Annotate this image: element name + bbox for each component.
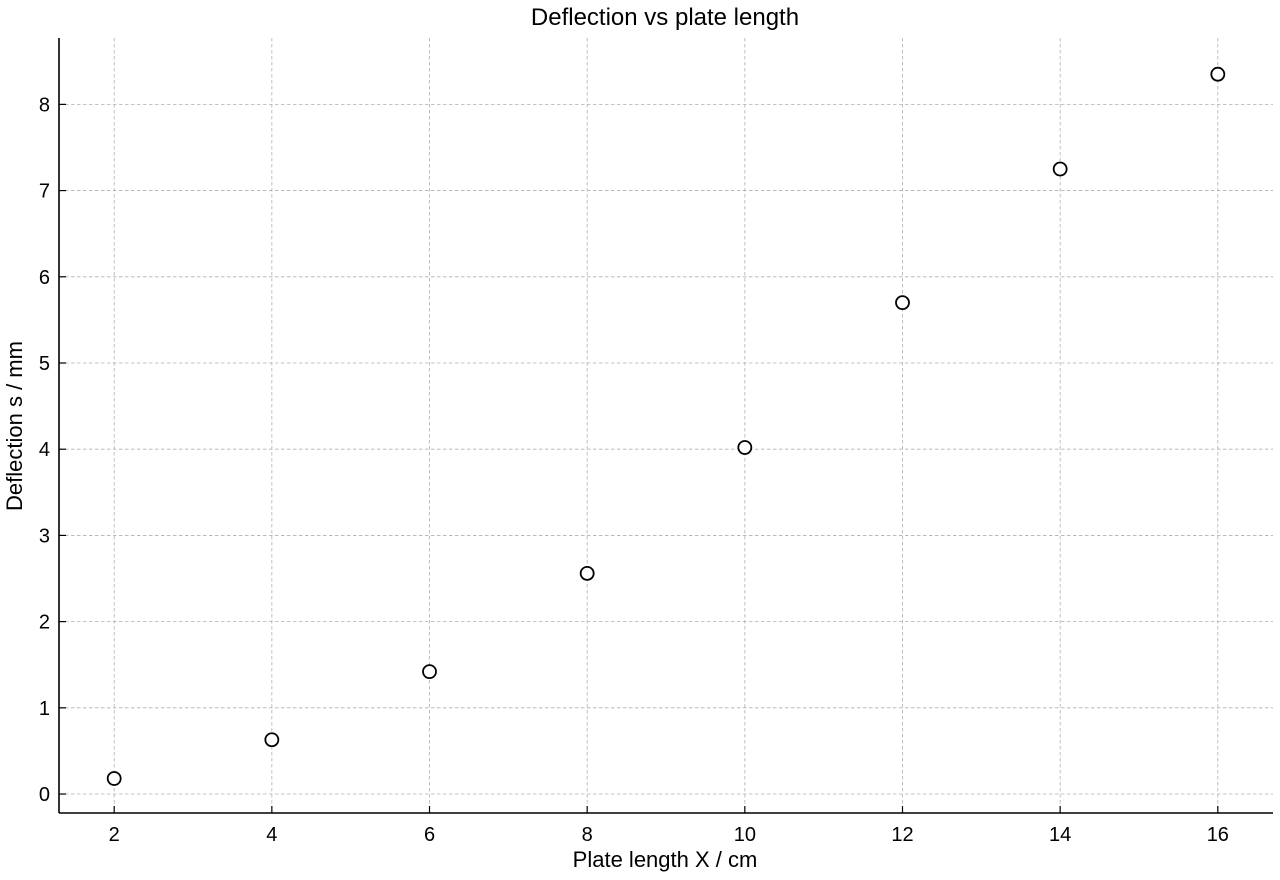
y-axis-title: Deflection s / mm [2, 341, 27, 511]
data-point [106, 771, 122, 786]
data-point [579, 565, 595, 581]
x-tick-label: 2 [109, 824, 120, 846]
y-tick-label: 1 [39, 698, 50, 720]
data-point [264, 732, 280, 748]
y-tick-label: 2 [39, 612, 50, 634]
x-tick-label: 4 [266, 824, 277, 846]
data-points [106, 66, 1226, 786]
x-tick-label: 10 [734, 824, 756, 846]
axes [58, 38, 1273, 814]
y-tick-label: 4 [39, 439, 50, 461]
x-tick-label: 16 [1207, 824, 1229, 846]
chart-title: Deflection vs plate length [531, 4, 799, 31]
data-point [895, 295, 910, 311]
y-tick-label: 8 [39, 94, 50, 116]
x-tick-label: 6 [424, 824, 435, 846]
y-tick-label: 6 [39, 267, 50, 289]
grid-lines [59, 38, 1273, 813]
x-axis-title: Plate length X / cm [573, 847, 758, 872]
y-tick-label: 5 [39, 353, 50, 375]
data-point [1210, 66, 1226, 82]
y-tick-label: 3 [39, 525, 50, 547]
data-point [1052, 161, 1068, 177]
y-tick-label: 7 [39, 181, 50, 203]
data-point [422, 664, 437, 680]
x-tick-label: 12 [891, 824, 913, 846]
data-point [737, 440, 753, 455]
x-tick-label: 14 [1049, 824, 1071, 846]
x-tick-label: 8 [582, 824, 593, 846]
y-tick-label: 0 [39, 784, 50, 806]
